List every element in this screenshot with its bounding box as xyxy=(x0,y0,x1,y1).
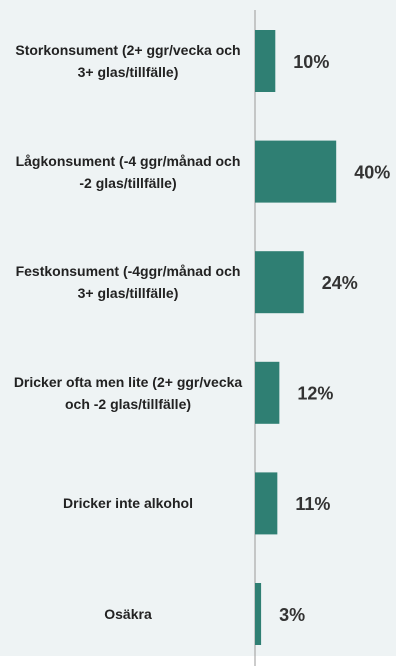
value-label: 10% xyxy=(293,52,329,72)
category-label: Osäkra xyxy=(104,606,152,622)
category-label: Storkonsument (2+ ggr/vecka och 3+ glas/… xyxy=(15,42,241,80)
category-label: Dricker inte alkohol xyxy=(63,495,193,512)
bar xyxy=(255,472,278,535)
bar xyxy=(255,361,280,424)
bar xyxy=(255,583,262,645)
value-label: 24% xyxy=(322,273,358,293)
value-label: 40% xyxy=(354,162,390,182)
value-label: 11% xyxy=(295,494,330,514)
value-label: 3% xyxy=(279,605,305,625)
category-label: Lågkonsument (-4 ggr/månad och -2 glas/t… xyxy=(15,152,241,191)
bar xyxy=(255,30,276,92)
bar xyxy=(255,140,337,203)
category-label: Festkonsument (-4ggr/månad och 3+ glas/t… xyxy=(15,263,241,302)
background xyxy=(0,0,396,656)
category-label: Dricker ofta men lite (2+ ggr/vecka och … xyxy=(13,373,243,412)
bar xyxy=(255,251,304,314)
value-label: 12% xyxy=(297,384,333,404)
